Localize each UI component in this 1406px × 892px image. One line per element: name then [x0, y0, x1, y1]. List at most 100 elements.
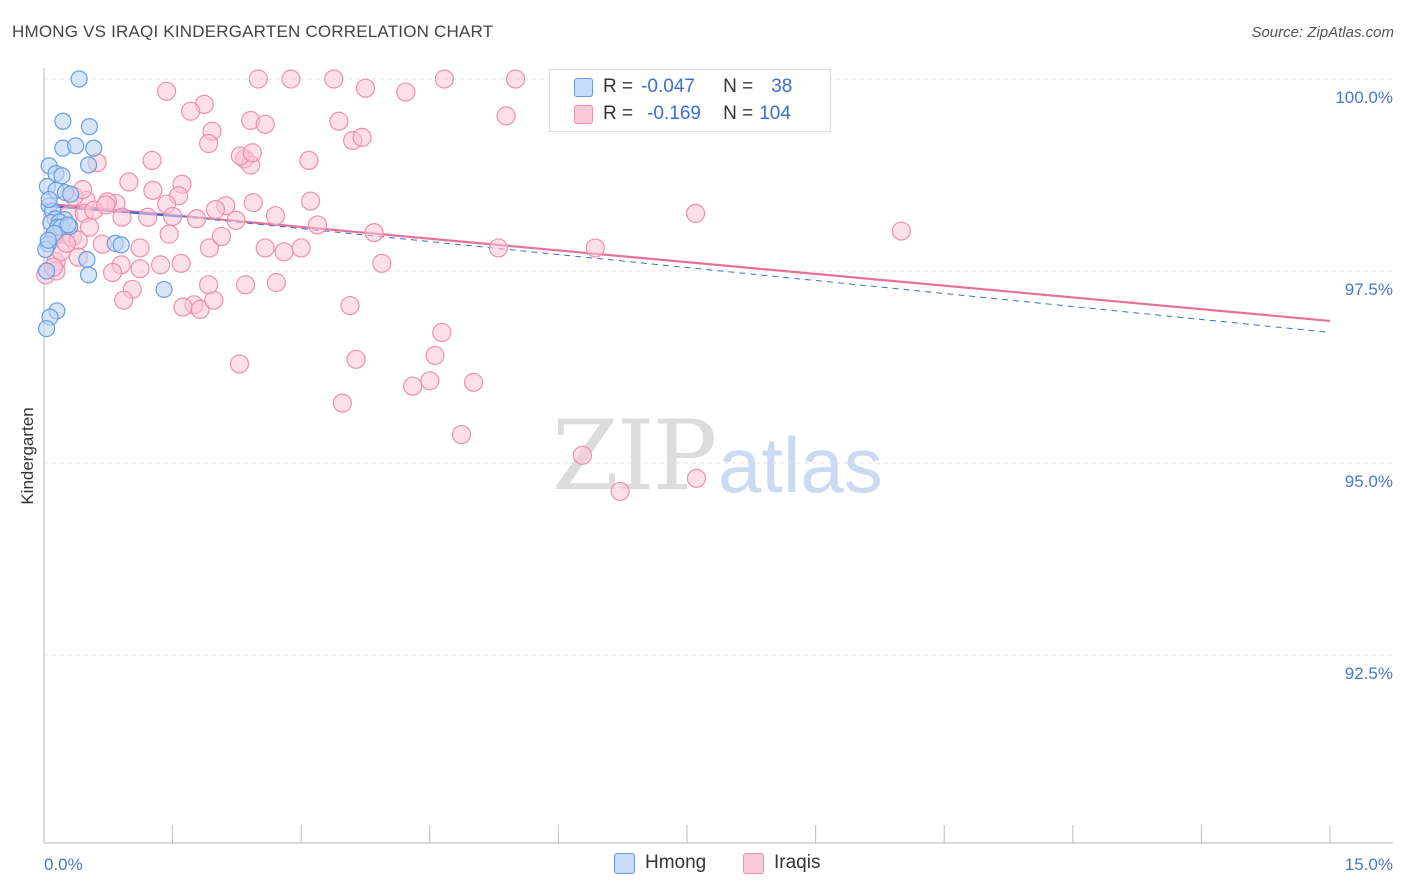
iraqis-point: [686, 468, 707, 488]
x-tick-label: 15.0%: [1345, 855, 1393, 874]
hmong-point: [80, 118, 99, 136]
iraqis-point: [163, 206, 183, 227]
y-axis-label: Kindergarten: [18, 407, 37, 504]
iraqis-point: [451, 424, 472, 445]
hmong-points: [37, 70, 173, 338]
hmong-legend-swatch: [614, 852, 635, 874]
iraqis-point: [463, 372, 484, 392]
legend-r-value-iraqis: -0.169: [647, 103, 701, 124]
iraqis-point: [420, 371, 440, 391]
tick-labels: 100.0% 97.5% 95.0% 92.5% 0.0% 15.0%: [44, 88, 1393, 874]
iraqis-trend-line: [43, 202, 1331, 323]
iraqis-point: [496, 106, 516, 126]
hmong-swatch: [574, 77, 593, 97]
y-tick-label: 97.5%: [1345, 280, 1393, 299]
iraqis-point: [205, 199, 226, 220]
stats-legend: R = -0.047 N = 38 R = -0.169 N = 104: [549, 69, 831, 132]
axes: [43, 68, 1393, 844]
legend-r-label: R =: [603, 76, 634, 97]
iraqis-point: [434, 69, 454, 89]
iraqis-point: [130, 259, 150, 279]
iraqis-point: [119, 172, 139, 192]
iraqis-point: [229, 354, 250, 374]
iraqis-point: [150, 255, 171, 275]
legend-r-value-hmong: -0.047: [641, 76, 695, 97]
iraqis-point: [301, 191, 321, 211]
iraqis-point: [226, 210, 246, 230]
iraqis-point: [346, 349, 366, 369]
hmong-point: [39, 231, 57, 249]
iraqis-point: [610, 481, 630, 502]
iraqis-point: [585, 238, 605, 258]
iraqis-point: [181, 101, 201, 121]
legend-row-hmong: R = -0.047 N = 38: [574, 75, 792, 99]
iraqis-point: [891, 221, 911, 241]
iraqis-point: [324, 69, 344, 89]
iraqis-point: [274, 242, 294, 262]
hmong-point: [59, 216, 77, 234]
iraqis-point: [248, 69, 268, 89]
iraqis-point: [102, 262, 123, 283]
iraqis-point: [156, 81, 177, 101]
hmong-point: [67, 137, 85, 155]
iraqis-point: [173, 297, 193, 317]
iraqis-point: [291, 238, 311, 258]
iraqis-point: [255, 238, 275, 258]
iraqis-point: [79, 217, 100, 237]
iraqis-point: [329, 111, 349, 131]
legend-n-label: N =: [723, 76, 754, 97]
iraqis-swatch: [574, 104, 593, 124]
hmong-point: [70, 70, 88, 88]
iraqis-point: [488, 238, 508, 258]
iraqis-point: [281, 69, 301, 89]
legend-r-label: R =: [603, 103, 634, 124]
legend-row-iraqis: R = -0.169 N = 104: [574, 102, 791, 126]
iraqis-point: [255, 114, 275, 134]
iraqis-point: [199, 275, 219, 295]
iraqis-point: [572, 445, 593, 465]
iraqis-point: [199, 238, 220, 258]
legend-n-value-iraqis: 104: [759, 103, 791, 124]
iraqis-point: [243, 193, 263, 213]
legend-n-value-hmong: 38: [771, 76, 793, 97]
hmong-point: [61, 185, 80, 203]
bottom-legend-hmong[interactable]: Hmong: [614, 852, 706, 874]
iraqis-point: [352, 127, 372, 147]
iraqis-point: [396, 82, 416, 102]
source-label: Source: ZipAtlas.com: [1251, 24, 1394, 41]
iraqis-point: [265, 206, 286, 226]
iraqis-point: [171, 253, 191, 273]
iraqis-point: [299, 150, 319, 171]
hmong-point: [155, 280, 173, 299]
hmong-trend-extension: [181, 215, 1331, 333]
iraqis-point: [138, 207, 158, 227]
y-tick-label: 95.0%: [1345, 472, 1393, 491]
x-tick-label: 0.0%: [44, 855, 83, 874]
iraqis-point: [364, 223, 384, 243]
iraqis-legend-swatch: [743, 852, 764, 874]
hmong-point: [79, 266, 98, 284]
hmong-point: [78, 250, 96, 269]
y-tick-label: 100.0%: [1335, 88, 1393, 107]
iraqis-point: [130, 238, 150, 258]
iraqis-point: [685, 203, 706, 223]
hmong-point: [37, 320, 56, 338]
hmong-point: [112, 236, 130, 254]
iraqis-point: [355, 78, 376, 98]
iraqis-point: [159, 224, 179, 244]
iraqis-point: [114, 290, 134, 310]
iraqis-point: [242, 143, 262, 163]
legend-n-label: N =: [723, 103, 754, 124]
iraqis-point: [56, 233, 76, 253]
iraqis-point: [340, 295, 360, 316]
hmong-point: [53, 167, 71, 185]
iraqis-legend-label: Iraqis: [774, 852, 821, 873]
bottom-legend-iraqis[interactable]: Iraqis: [743, 852, 820, 874]
iraqis-point: [112, 207, 132, 227]
iraqis-point: [143, 180, 163, 200]
iraqis-point: [142, 150, 162, 171]
hmong-point: [85, 139, 103, 157]
iraqis-point: [211, 226, 232, 247]
iraqis-point: [372, 253, 392, 273]
